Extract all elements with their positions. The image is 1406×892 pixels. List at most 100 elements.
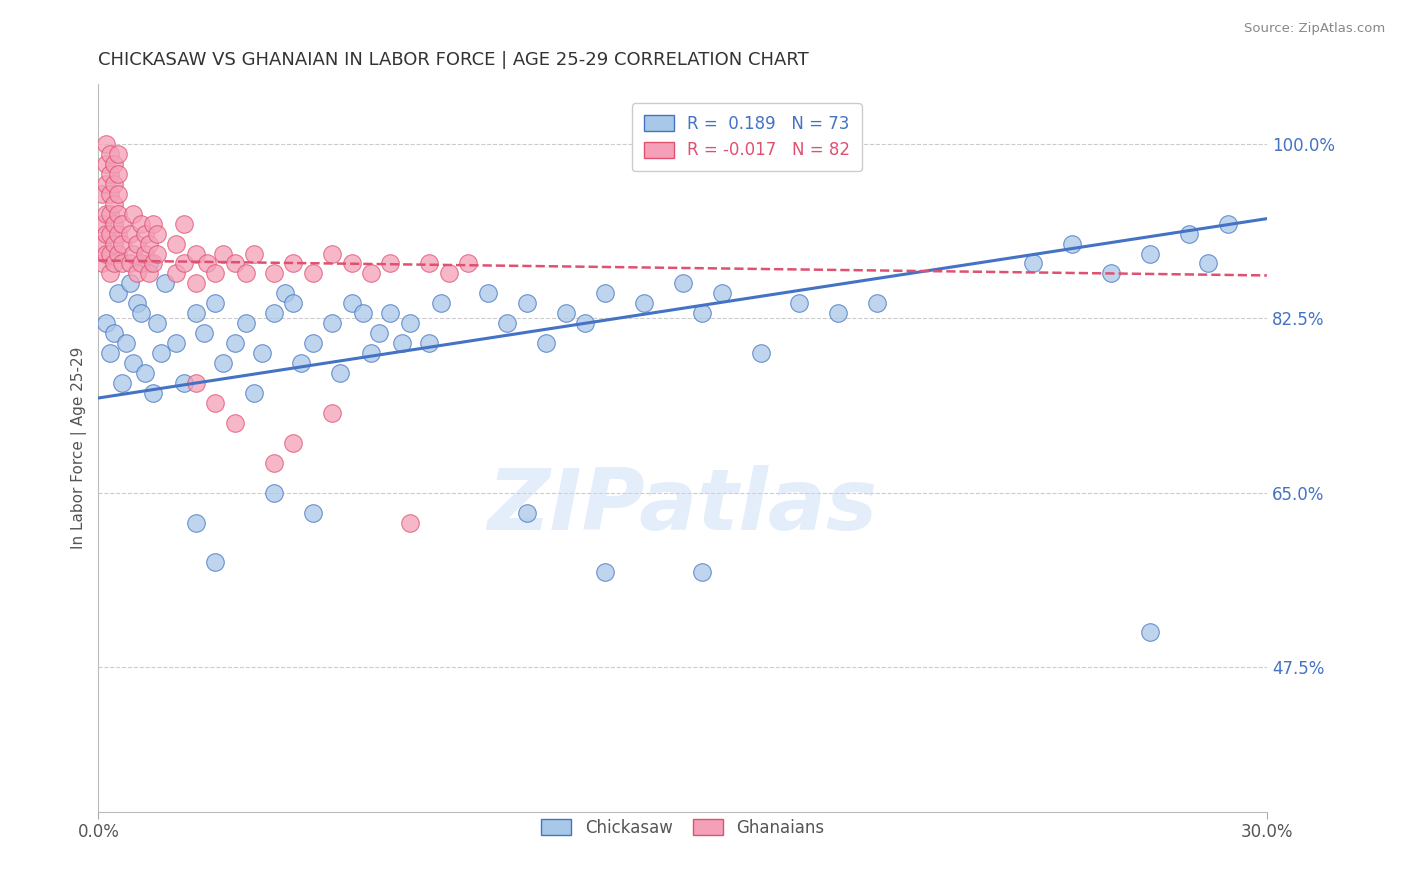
Chickasaw [138, 256, 160, 270]
Chickasaw [477, 286, 499, 301]
Chickasaw [367, 326, 389, 341]
Chickasaw [1099, 267, 1122, 281]
Chickasaw [1198, 256, 1220, 270]
Chickasaw [690, 566, 713, 580]
Chickasaw [1216, 217, 1239, 231]
Chickasaw [496, 316, 519, 330]
Chickasaw [290, 356, 312, 370]
Chickasaw [380, 306, 402, 320]
Ghanaians [91, 236, 114, 251]
Chickasaw [516, 506, 538, 520]
Ghanaians [98, 186, 121, 201]
Ghanaians [91, 256, 114, 270]
Chickasaw [142, 386, 165, 401]
Ghanaians [107, 207, 129, 221]
Ghanaians [103, 177, 125, 191]
Ghanaians [107, 227, 129, 241]
Ghanaians [243, 246, 266, 260]
Ghanaians [281, 256, 304, 270]
Ghanaians [360, 267, 382, 281]
Chickasaw [107, 286, 129, 301]
Chickasaw [118, 277, 141, 291]
Ghanaians [204, 267, 226, 281]
Chickasaw [789, 296, 811, 310]
Chickasaw [672, 277, 695, 291]
Chickasaw [122, 356, 145, 370]
Chickasaw [710, 286, 733, 301]
Chickasaw [352, 306, 374, 320]
Chickasaw [235, 316, 257, 330]
Ghanaians [94, 157, 117, 171]
Chickasaw [193, 326, 215, 341]
Ghanaians [111, 256, 134, 270]
Ghanaians [98, 267, 121, 281]
Ghanaians [138, 236, 160, 251]
Ghanaians [103, 256, 125, 270]
Chickasaw [516, 296, 538, 310]
Text: CHICKASAW VS GHANAIAN IN LABOR FORCE | AGE 25-29 CORRELATION CHART: CHICKASAW VS GHANAIAN IN LABOR FORCE | A… [98, 51, 808, 69]
Chickasaw [224, 336, 246, 351]
Ghanaians [224, 416, 246, 430]
Chickasaw [690, 306, 713, 320]
Chickasaw [146, 316, 169, 330]
Chickasaw [301, 336, 323, 351]
Ghanaians [263, 267, 285, 281]
Ghanaians [98, 147, 121, 161]
Chickasaw [340, 296, 363, 310]
Ghanaians [399, 516, 422, 530]
Ghanaians [103, 196, 125, 211]
Ghanaians [184, 277, 207, 291]
Chickasaw [263, 485, 285, 500]
Ghanaians [107, 186, 129, 201]
Chickasaw [399, 316, 422, 330]
Ghanaians [118, 227, 141, 241]
Ghanaians [94, 177, 117, 191]
Ghanaians [129, 217, 152, 231]
Ghanaians [91, 186, 114, 201]
Chickasaw [536, 336, 558, 351]
Chickasaw [1139, 625, 1161, 640]
Y-axis label: In Labor Force | Age 25-29: In Labor Force | Age 25-29 [72, 347, 87, 549]
Ghanaians [437, 267, 460, 281]
Chickasaw [391, 336, 413, 351]
Ghanaians [122, 207, 145, 221]
Ghanaians [235, 267, 257, 281]
Chickasaw [173, 376, 195, 390]
Ghanaians [94, 227, 117, 241]
Chickasaw [153, 277, 176, 291]
Chickasaw [212, 356, 235, 370]
Ghanaians [263, 456, 285, 470]
Ghanaians [111, 236, 134, 251]
Chickasaw [633, 296, 655, 310]
Ghanaians [127, 267, 149, 281]
Chickasaw [1178, 227, 1201, 241]
Chickasaw [827, 306, 849, 320]
Ghanaians [107, 246, 129, 260]
Ghanaians [134, 246, 156, 260]
Chickasaw [1139, 246, 1161, 260]
Chickasaw [149, 346, 172, 360]
Ghanaians [138, 267, 160, 281]
Ghanaians [129, 256, 152, 270]
Ghanaians [134, 227, 156, 241]
Chickasaw [418, 336, 440, 351]
Ghanaians [165, 267, 187, 281]
Text: Source: ZipAtlas.com: Source: ZipAtlas.com [1244, 22, 1385, 36]
Ghanaians [98, 246, 121, 260]
Chickasaw [554, 306, 576, 320]
Legend: Chickasaw, Ghanaians: Chickasaw, Ghanaians [534, 812, 831, 843]
Chickasaw [263, 306, 285, 320]
Chickasaw [593, 566, 616, 580]
Ghanaians [94, 136, 117, 151]
Ghanaians [301, 267, 323, 281]
Chickasaw [1062, 236, 1084, 251]
Chickasaw [134, 366, 156, 380]
Ghanaians [142, 256, 165, 270]
Ghanaians [173, 217, 195, 231]
Ghanaians [212, 246, 235, 260]
Ghanaians [111, 217, 134, 231]
Chickasaw [243, 386, 266, 401]
Ghanaians [127, 236, 149, 251]
Chickasaw [574, 316, 596, 330]
Ghanaians [173, 256, 195, 270]
